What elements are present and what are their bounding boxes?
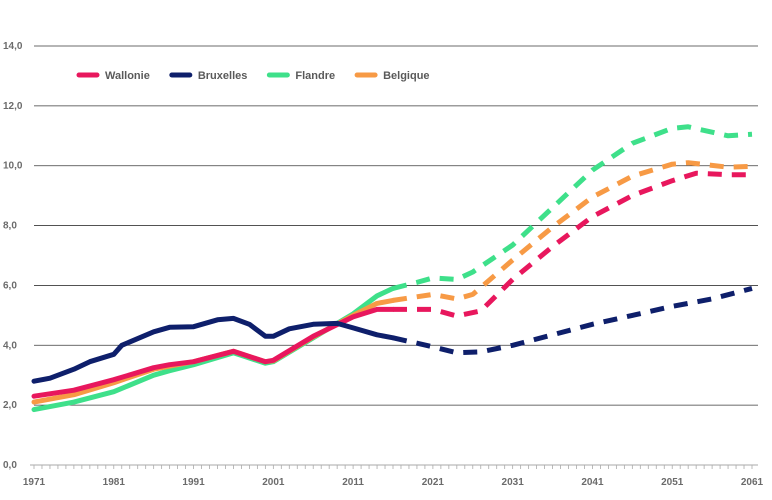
y-tick-label: 10,0 [3,161,23,172]
x-tick-label: 2051 [661,477,684,488]
legend-label-belgique: Belgique [383,70,429,82]
grid-lines [34,45,758,406]
x-tick-label: 2021 [422,477,445,488]
x-tick-label: 1991 [182,477,205,488]
y-axis-tick-labels: 0,0 2,0 4,0 6,0 8,0 10,0 12,0 14,0 [3,41,23,471]
legend-label-flandre: Flandre [295,70,335,82]
legend-label-wallonie: Wallonie [105,70,150,82]
x-tick-label: 2041 [581,477,604,488]
y-tick-label: 14,0 [3,41,23,52]
y-tick-label: 2,0 [3,400,17,411]
series-line-flandre-projection [392,124,753,291]
y-tick-label: 0,0 [3,460,17,471]
legend: Wallonie Bruxelles Flandre Belgique [76,70,430,82]
x-tick-label: 2031 [502,477,525,488]
x-tick-label: 1981 [103,477,126,488]
series-lines [31,124,753,413]
x-axis: 1971 1981 1991 2001 2011 2021 2031 2041 2051 2061 [23,464,764,488]
series-line-belgique-projection [392,160,753,303]
y-tick-label: 6,0 [3,280,17,291]
legend-label-bruxelles: Bruxelles [198,70,248,82]
x-tick-label: 2001 [262,477,285,488]
x-tick-label: 2011 [342,477,364,488]
y-tick-label: 4,0 [3,340,17,351]
series-line-bruxelles-observed [31,315,396,384]
series-line-wallonie-projection [393,170,752,319]
y-tick-label: 8,0 [3,221,17,232]
series-line-bruxelles-projection [392,285,753,356]
series-line-wallonie-observed [31,306,396,399]
y-tick-label: 12,0 [3,101,23,112]
x-tick-label: 1971 [23,477,46,488]
x-tick-label: 2061 [741,477,764,488]
